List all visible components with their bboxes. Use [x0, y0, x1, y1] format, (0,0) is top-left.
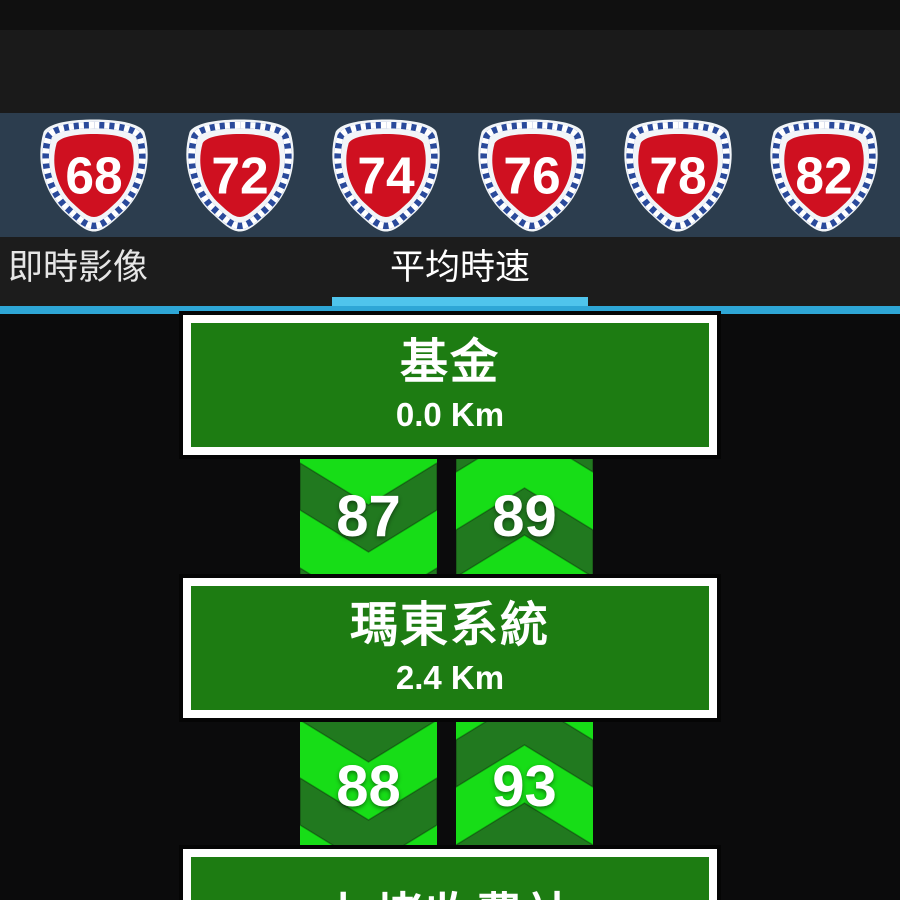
route-shield-78[interactable]: 78 — [622, 117, 734, 234]
station-sign-1: 瑪東系統 2.4 Km — [183, 578, 717, 718]
tab-average-speed[interactable]: 平均時速 — [389, 248, 530, 287]
station-name: 瑪東系統 — [349, 599, 550, 652]
route-shield-72[interactable]: 72 — [184, 117, 296, 234]
route-shield-74[interactable]: 74 — [330, 117, 442, 234]
tab-live-video[interactable]: 即時影像 — [8, 248, 149, 287]
tab-underline — [0, 306, 900, 314]
route-shield-82[interactable]: 82 — [768, 117, 880, 234]
station-distance: 2.4 Km — [395, 659, 505, 696]
station-sign-2: 七堵收費站 — [183, 849, 717, 900]
station-sign-0: 基金 0.0 Km — [183, 315, 717, 455]
route-shield-number: 74 — [357, 146, 415, 204]
speed-value-northbound-1: 93 — [492, 754, 557, 819]
route-shield-number: 72 — [211, 146, 268, 204]
route-shield-number: 76 — [503, 146, 560, 204]
app-header — [0, 30, 900, 113]
tab-bar: 即時影像 平均時速 — [0, 237, 900, 306]
route-shield-number: 82 — [795, 146, 852, 204]
station-name: 七堵收費站 — [325, 889, 575, 900]
station-name: 基金 — [399, 336, 500, 389]
speed-board: 87 88 89 93 基金 0.0 Km 瑪東系統 2.4 Km 七堵收費站 — [0, 314, 900, 900]
tab-selected-indicator — [332, 297, 588, 306]
route-shield-bar: 68 72 74 76 78 82 — [0, 113, 900, 237]
route-shield-number: 68 — [65, 146, 122, 204]
status-bar — [0, 0, 900, 30]
speed-value-southbound-0: 87 — [336, 484, 401, 549]
station-distance: 0.0 Km — [395, 396, 505, 433]
route-shield-76[interactable]: 76 — [476, 117, 588, 234]
route-shield-number: 78 — [649, 146, 706, 204]
speed-value-southbound-1: 88 — [336, 754, 401, 819]
route-shield-68[interactable]: 68 — [38, 117, 150, 234]
speed-value-northbound-0: 89 — [492, 484, 557, 549]
